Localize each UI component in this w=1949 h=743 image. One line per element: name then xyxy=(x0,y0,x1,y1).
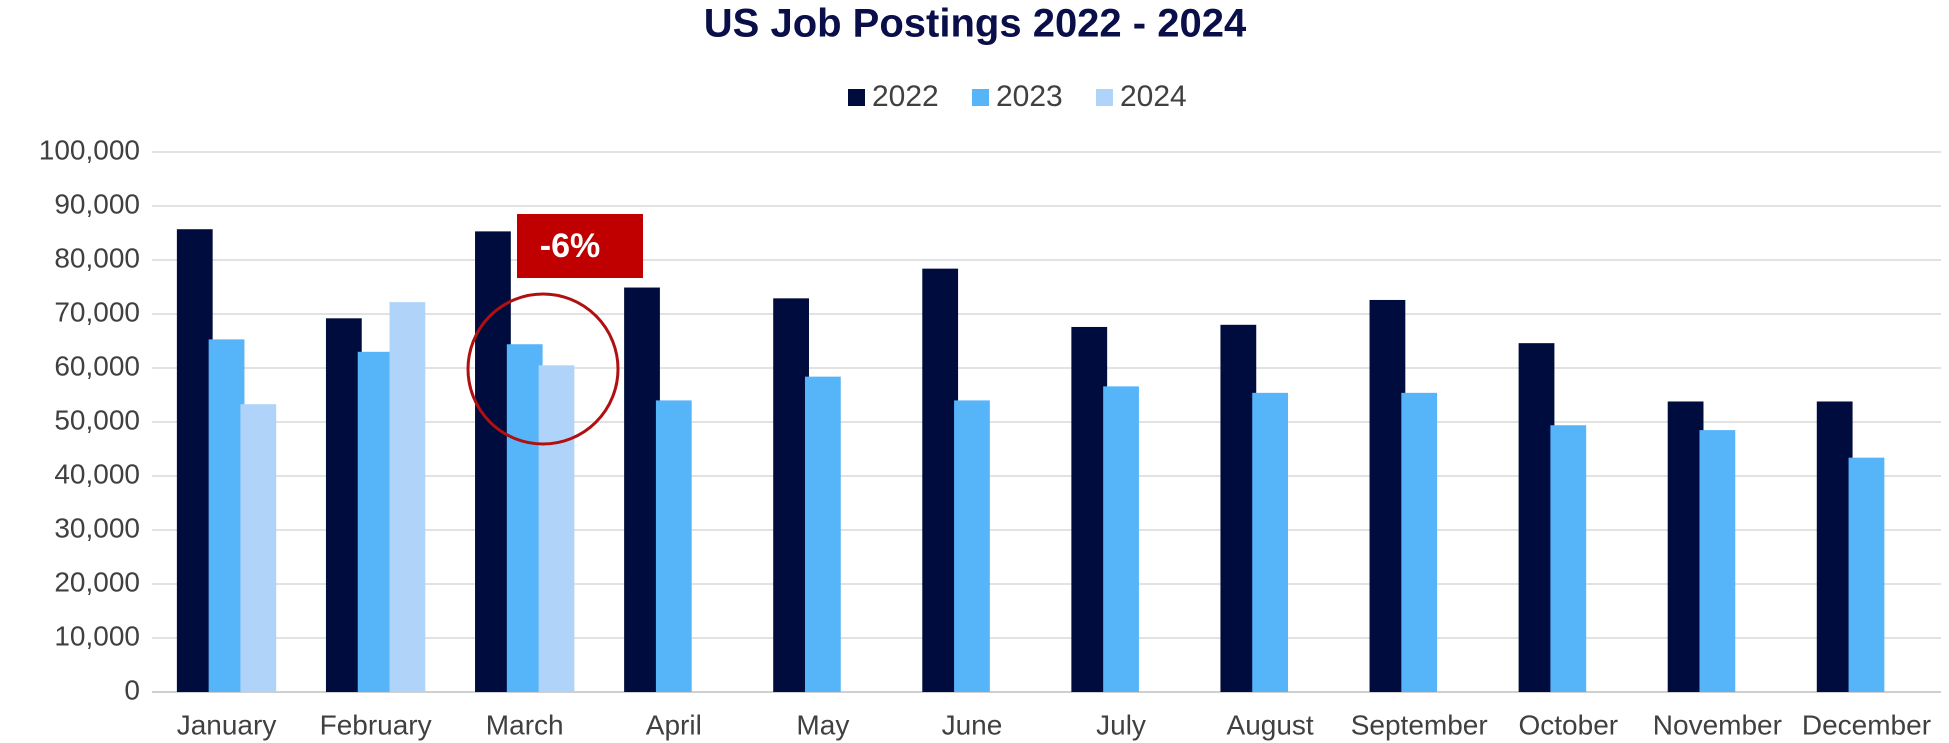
bar xyxy=(1220,324,1257,692)
bar xyxy=(389,302,426,692)
bar xyxy=(655,400,692,692)
bar xyxy=(1550,425,1587,692)
bar xyxy=(1369,299,1406,692)
annotation-box xyxy=(517,214,643,278)
x-tick-label: January xyxy=(177,709,277,740)
bar xyxy=(176,229,213,692)
bars xyxy=(176,229,1885,692)
highlight-circle xyxy=(466,292,620,446)
bar xyxy=(1699,430,1736,692)
y-tick-label: 90,000 xyxy=(54,188,140,219)
grid xyxy=(152,151,1941,693)
bar xyxy=(538,365,575,692)
chart-title: US Job Postings 2022 - 2024 xyxy=(704,2,1247,46)
bar xyxy=(325,318,362,692)
bar xyxy=(506,344,543,692)
y-tick-label: 80,000 xyxy=(54,242,140,273)
y-tick-label: 70,000 xyxy=(54,296,140,327)
bar xyxy=(240,404,277,692)
y-tick-label: 50,000 xyxy=(54,404,140,435)
bar xyxy=(208,339,245,692)
x-tick-label: October xyxy=(1518,709,1618,740)
legend-label: 2023 xyxy=(996,80,1063,113)
bar xyxy=(624,287,660,692)
x-tick-label: June xyxy=(942,709,1003,740)
y-tick-label: 100,000 xyxy=(39,134,140,165)
annotation: -6% xyxy=(540,227,600,265)
legend-swatch xyxy=(848,89,865,106)
bar xyxy=(1401,392,1438,692)
bar xyxy=(475,231,511,692)
y-tick-label: 40,000 xyxy=(54,458,140,489)
x-tick-label: August xyxy=(1227,709,1314,740)
x-tick-label: May xyxy=(796,709,849,740)
x-tick-label: September xyxy=(1351,709,1488,740)
bar xyxy=(1071,326,1108,692)
x-tick-label: December xyxy=(1802,709,1931,740)
bar xyxy=(357,351,394,692)
bar xyxy=(1103,386,1139,692)
bar xyxy=(1252,392,1289,692)
y-tick-label: 20,000 xyxy=(54,566,140,597)
legend-label: 2024 xyxy=(1120,80,1187,113)
x-tick-label: March xyxy=(486,709,564,740)
x-tick-label: April xyxy=(646,709,702,740)
x-tick-label: February xyxy=(320,709,432,740)
y-tick-label: 10,000 xyxy=(54,620,140,651)
bar xyxy=(1667,401,1704,692)
y-tick-label: 30,000 xyxy=(54,512,140,543)
bar xyxy=(922,268,959,692)
bar xyxy=(1816,401,1853,692)
y-tick-label: 0 xyxy=(124,674,140,705)
bar xyxy=(804,376,841,692)
legend-label: 2022 xyxy=(872,80,939,113)
legend-swatch xyxy=(972,89,989,106)
bar xyxy=(954,400,990,692)
bar xyxy=(1848,457,1885,692)
bar xyxy=(1518,343,1555,692)
bar xyxy=(773,298,809,692)
x-tick-label: July xyxy=(1096,709,1146,740)
legend-swatch xyxy=(1096,89,1113,106)
x-tick-label: November xyxy=(1653,709,1782,740)
y-tick-label: 60,000 xyxy=(54,350,140,381)
